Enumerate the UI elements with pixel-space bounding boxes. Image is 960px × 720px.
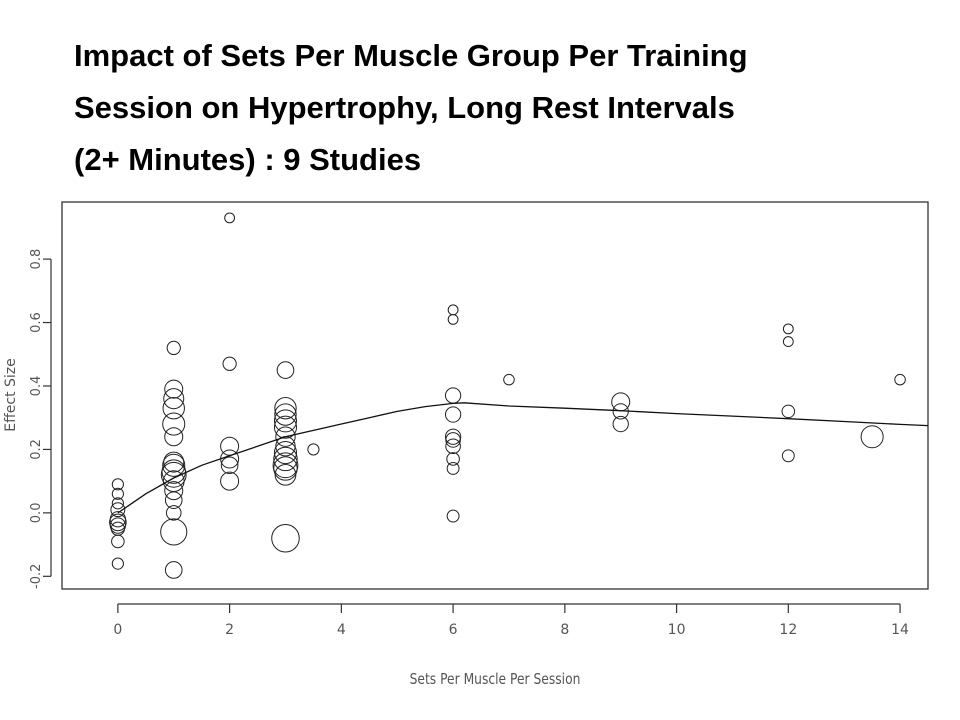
data-point xyxy=(894,373,906,386)
y-tick-label: -0.2 xyxy=(29,564,44,589)
x-tick-label: 4 xyxy=(337,622,346,638)
data-point xyxy=(445,432,461,448)
data-point xyxy=(447,304,459,316)
data-points xyxy=(109,212,906,579)
data-point xyxy=(110,502,126,518)
y-axis: -0.2 0.0 0.2 0.4 0.6 0.8 xyxy=(29,249,52,589)
data-point xyxy=(271,523,300,553)
title-line-1: Impact of Sets Per Muscle Group Per Trai… xyxy=(74,38,748,73)
data-point xyxy=(446,462,460,475)
data-point xyxy=(220,449,240,469)
x-tick-label: 6 xyxy=(449,622,458,638)
data-point xyxy=(161,459,186,484)
data-point xyxy=(274,463,297,486)
x-tick-label: 10 xyxy=(668,622,686,638)
data-point xyxy=(160,518,188,546)
data-point xyxy=(111,487,124,500)
data-point xyxy=(273,446,298,472)
data-point xyxy=(446,452,460,466)
y-tick-label: 0.8 xyxy=(29,249,44,270)
data-point xyxy=(162,412,186,436)
data-point xyxy=(447,313,459,325)
data-point xyxy=(273,441,298,465)
x-tick-label: 14 xyxy=(891,622,909,638)
data-point xyxy=(445,438,461,455)
data-point xyxy=(220,456,239,475)
data-point xyxy=(782,336,794,347)
data-point xyxy=(163,451,185,473)
data-point xyxy=(166,340,181,356)
data-point xyxy=(273,456,298,481)
data-point xyxy=(503,373,515,386)
data-point xyxy=(222,356,237,371)
data-point xyxy=(109,517,127,534)
data-point xyxy=(276,361,295,379)
data-point xyxy=(612,415,629,433)
data-point xyxy=(162,396,185,420)
title-line-3: (2+ Minutes) : 9 Studies xyxy=(74,142,422,177)
data-point xyxy=(164,561,183,579)
plot-frame xyxy=(61,201,929,590)
y-tick-label: 0.6 xyxy=(29,312,44,333)
y-tick-label: 0.0 xyxy=(29,503,44,524)
data-point xyxy=(444,428,462,445)
x-axis-label: Sets Per Muscle Per Session xyxy=(410,671,581,688)
data-point xyxy=(782,323,794,335)
x-axis: 0 2 4 6 8 10 12 14 xyxy=(113,603,909,638)
trend-line xyxy=(117,402,929,514)
data-point xyxy=(274,403,297,426)
y-tick-label: 0.2 xyxy=(29,439,44,460)
page-title: Impact of Sets Per Muscle Group Per Trai… xyxy=(74,30,924,186)
data-point xyxy=(274,396,297,420)
data-point xyxy=(109,513,127,532)
data-point xyxy=(781,404,796,419)
x-tick-label: 0 xyxy=(113,622,122,638)
x-tick-label: 2 xyxy=(225,622,234,638)
data-point xyxy=(446,509,460,523)
data-point xyxy=(111,478,124,491)
data-point xyxy=(611,392,631,412)
x-tick-label: 12 xyxy=(779,622,797,638)
data-point xyxy=(273,409,298,433)
data-point xyxy=(160,461,187,488)
data-point xyxy=(111,497,124,510)
data-point xyxy=(272,452,299,479)
data-point xyxy=(444,387,462,404)
y-tick-label: 0.4 xyxy=(29,376,44,397)
data-point xyxy=(164,379,184,399)
data-point xyxy=(444,406,462,423)
y-axis-label: Effect Size xyxy=(3,358,19,431)
x-tick-label: 8 xyxy=(560,622,569,638)
data-point xyxy=(111,557,124,570)
data-point xyxy=(781,449,795,463)
data-point xyxy=(860,425,884,449)
data-point xyxy=(307,443,320,456)
data-point xyxy=(220,471,240,491)
data-point xyxy=(224,212,236,224)
title-line-2: Session on Hypertrophy, Long Rest Interv… xyxy=(74,90,735,125)
data-point xyxy=(273,415,298,439)
data-point xyxy=(164,427,184,447)
data-point xyxy=(111,534,125,549)
data-point xyxy=(165,505,182,521)
data-point xyxy=(162,453,186,477)
data-point xyxy=(275,426,296,447)
data-point xyxy=(164,481,184,501)
data-point xyxy=(164,491,183,510)
data-point xyxy=(163,388,185,410)
